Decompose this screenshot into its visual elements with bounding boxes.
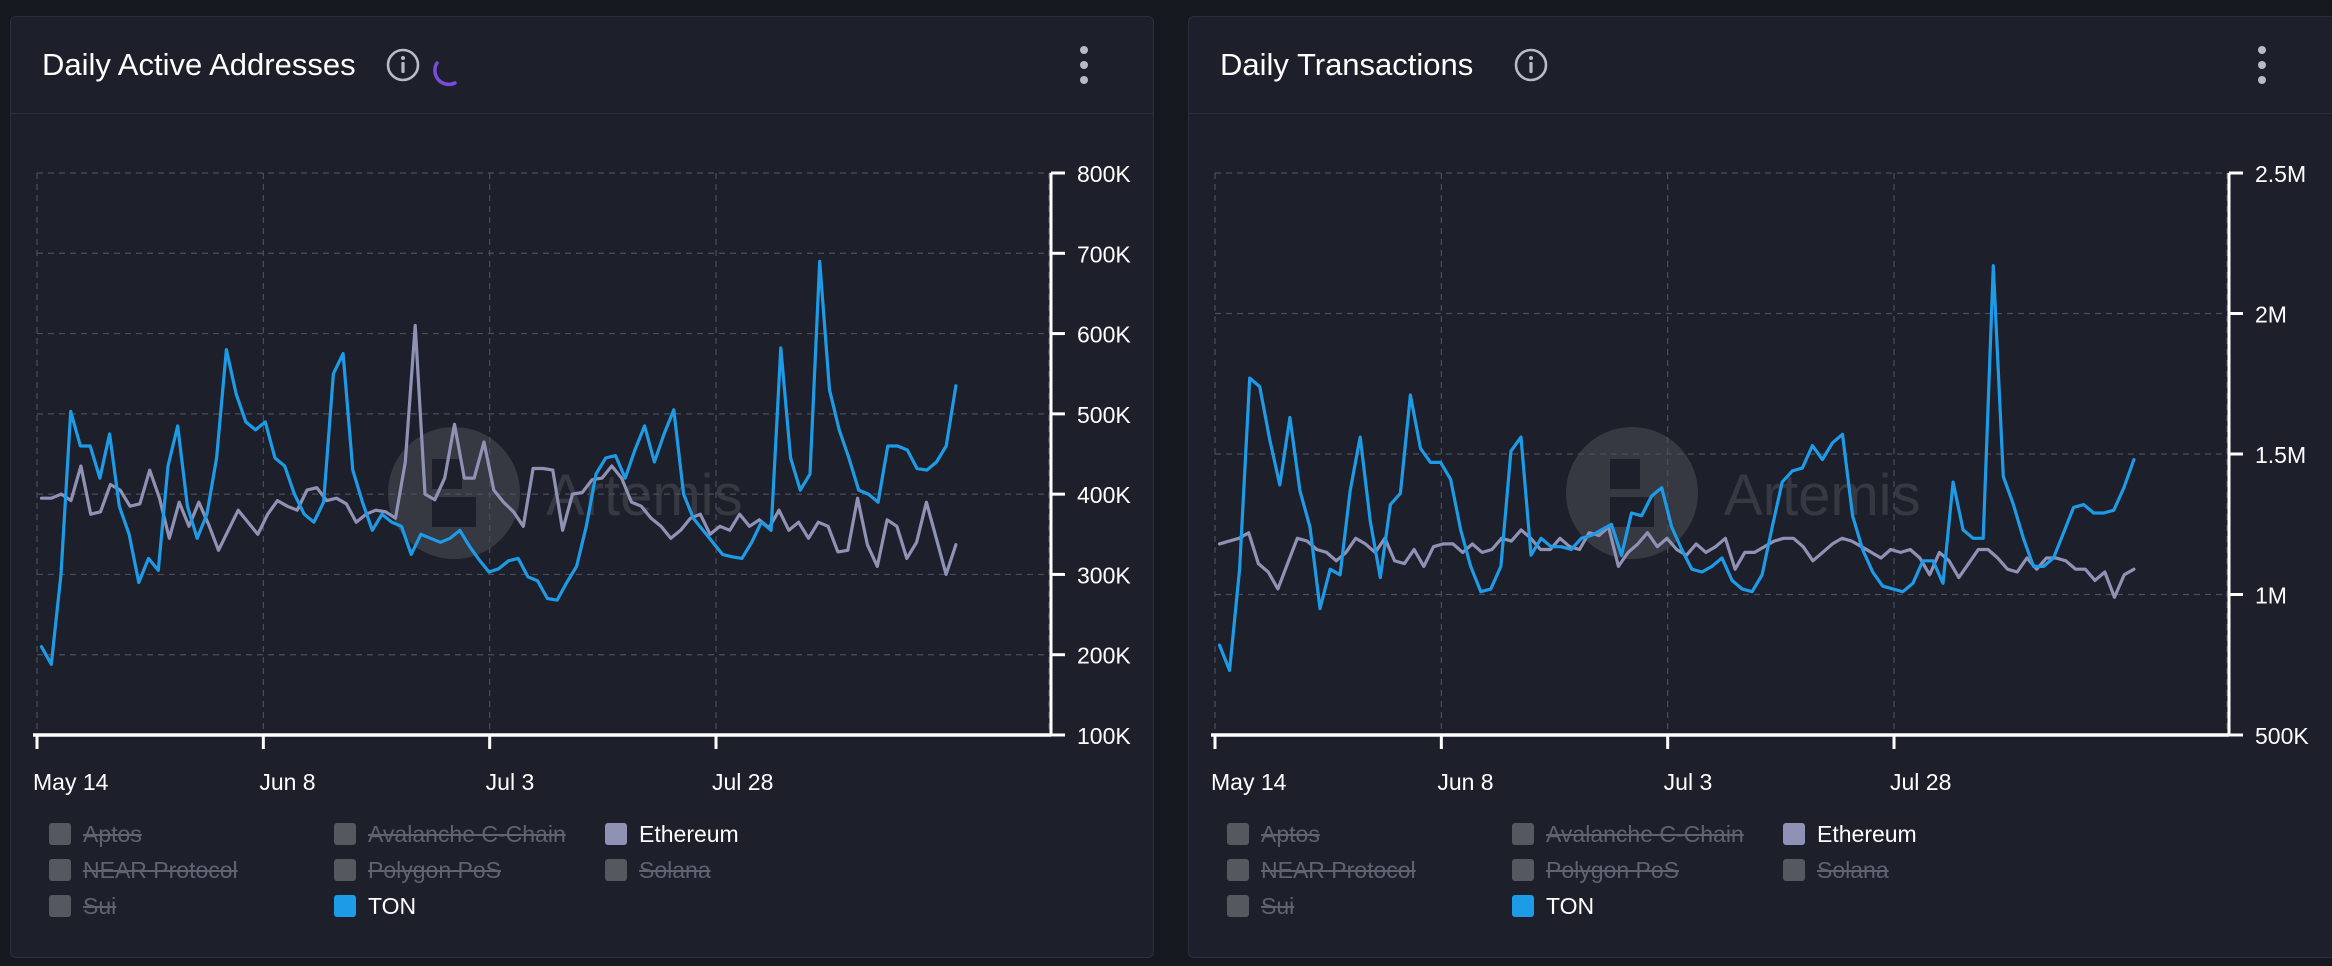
watermark-text: Artemis: [546, 463, 743, 528]
y-tick-label: 600K: [1077, 322, 1131, 348]
legend-swatch: [1227, 895, 1249, 917]
legend-item-polygon-pos[interactable]: Polygon PoS: [334, 853, 501, 887]
legend-item-ton[interactable]: TON: [1512, 889, 1594, 923]
panel-header: Daily Active Addresses: [11, 17, 1153, 114]
legend-swatch: [1512, 823, 1534, 845]
series-line-ton: [39, 259, 958, 666]
legend-label: Sui: [83, 892, 117, 919]
legend-item-aptos[interactable]: Aptos: [1227, 817, 1320, 851]
x-tick-label: Jun 8: [1437, 769, 1493, 795]
x-tick-label: Jul 28: [712, 769, 773, 795]
watermark-text: Artemis: [1724, 463, 1921, 528]
legend-swatch: [334, 895, 356, 917]
watermark-logo-icon: [1566, 427, 1698, 559]
more-options-icon[interactable]: [1077, 45, 1091, 85]
watermark-logo-block: [432, 497, 476, 527]
legend-swatch: [334, 859, 356, 881]
loading-spinner-icon: [433, 61, 457, 87]
panel-header: Daily Transactions: [1189, 17, 2332, 114]
legend-label: NEAR Protocol: [1261, 856, 1416, 883]
legend-swatch: [1512, 895, 1534, 917]
daily-active-addresses-panel: Daily Active Addresses Artemis 100K 200K 30…: [10, 16, 1154, 958]
y-tick-label: 700K: [1077, 241, 1131, 267]
x-tick-label: Jul 3: [486, 769, 535, 795]
legend-item-near-protocol[interactable]: NEAR Protocol: [49, 853, 238, 887]
legend-swatch: [605, 859, 627, 881]
legend-swatch: [1783, 823, 1805, 845]
x-tick-label: Jun 8: [259, 769, 315, 795]
legend-item-ethereum[interactable]: Ethereum: [1783, 817, 1917, 851]
legend-label: Avalanche C-Chain: [1546, 820, 1744, 847]
series-line-ethereum: [1217, 525, 2136, 599]
legend-label: Aptos: [83, 820, 142, 847]
watermark-logo-block: [1610, 459, 1640, 489]
x-tick-label: Jul 28: [1890, 769, 1951, 795]
legend-item-near-protocol[interactable]: NEAR Protocol: [1227, 853, 1416, 887]
series-line-ethereum: [39, 323, 958, 576]
legend-label: TON: [368, 892, 417, 919]
line-chart: Artemis 500K 1M 1.5M 2M 2.5M May 14 Jun 8 Jul 3 J…: [1211, 161, 2309, 795]
legend-item-sui[interactable]: Sui: [1227, 889, 1294, 923]
y-tick-label: 800K: [1077, 161, 1131, 187]
y-tick-label: 200K: [1077, 643, 1131, 669]
y-tick-label: 300K: [1077, 562, 1131, 588]
legend-swatch: [49, 859, 71, 881]
y-tick-label: 2.5M: [2255, 161, 2306, 187]
legend-label: TON: [1546, 892, 1595, 919]
watermark: Artemis: [1566, 427, 1921, 559]
legend-swatch: [49, 823, 71, 845]
legend-item-ton[interactable]: TON: [334, 889, 416, 923]
x-tick-label: May 14: [33, 769, 109, 795]
legend-swatch: [334, 823, 356, 845]
y-tick-label: 1.5M: [2255, 442, 2306, 468]
chart-legend: Aptos Avalanche C-Chain Ethereum NEAR Proto…: [1227, 817, 2327, 937]
line-chart: Artemis 100K 200K 300K 400K 500K 600K 700K 800K M…: [33, 161, 1131, 795]
panel-title: Daily Transactions: [1220, 47, 1474, 82]
legend-swatch: [1783, 859, 1805, 881]
legend-item-aptos[interactable]: Aptos: [49, 817, 142, 851]
legend-item-avalanche-c-chain[interactable]: Avalanche C-Chain: [334, 817, 566, 851]
daily-transactions-panel: Daily Transactions Artemis 500K 1M 1.5M 2M 2.…: [1188, 16, 2332, 958]
legend-label: Avalanche C-Chain: [368, 820, 566, 847]
legend-label: Solana: [639, 856, 711, 883]
legend-label: Polygon PoS: [1546, 856, 1679, 883]
legend-label: Solana: [1817, 856, 1889, 883]
legend-label: Sui: [1261, 892, 1295, 919]
y-tick-label: 100K: [1077, 723, 1131, 749]
info-icon[interactable]: [385, 47, 421, 83]
legend-item-avalanche-c-chain[interactable]: Avalanche C-Chain: [1512, 817, 1744, 851]
y-tick-label: 1M: [2255, 583, 2287, 609]
legend-swatch: [49, 895, 71, 917]
x-tick-label: May 14: [1211, 769, 1287, 795]
series-line-ton: [1217, 264, 2136, 673]
legend-label: NEAR Protocol: [83, 856, 238, 883]
legend-item-sui[interactable]: Sui: [49, 889, 116, 923]
legend-item-solana[interactable]: Solana: [1783, 853, 1889, 887]
legend-label: Polygon PoS: [368, 856, 501, 883]
panel-title: Daily Active Addresses: [42, 47, 356, 82]
legend-label: Ethereum: [639, 820, 739, 847]
legend-item-ethereum[interactable]: Ethereum: [605, 817, 739, 851]
legend-label: Aptos: [1261, 820, 1320, 847]
more-options-icon[interactable]: [2255, 45, 2269, 85]
info-icon[interactable]: [1513, 47, 1549, 83]
y-tick-label: 2M: [2255, 302, 2287, 328]
legend-item-polygon-pos[interactable]: Polygon PoS: [1512, 853, 1679, 887]
legend-item-solana[interactable]: Solana: [605, 853, 711, 887]
y-tick-label: 500K: [2255, 723, 2309, 749]
watermark: Artemis: [388, 427, 743, 559]
legend-swatch: [1512, 859, 1534, 881]
x-tick-label: Jul 3: [1664, 769, 1713, 795]
chart-legend: Aptos Avalanche C-Chain Ethereum NEAR Proto…: [49, 817, 1149, 937]
legend-swatch: [1227, 823, 1249, 845]
legend-swatch: [1227, 859, 1249, 881]
y-tick-label: 500K: [1077, 402, 1131, 428]
y-tick-label: 400K: [1077, 482, 1131, 508]
legend-swatch: [605, 823, 627, 845]
legend-label: Ethereum: [1817, 820, 1917, 847]
